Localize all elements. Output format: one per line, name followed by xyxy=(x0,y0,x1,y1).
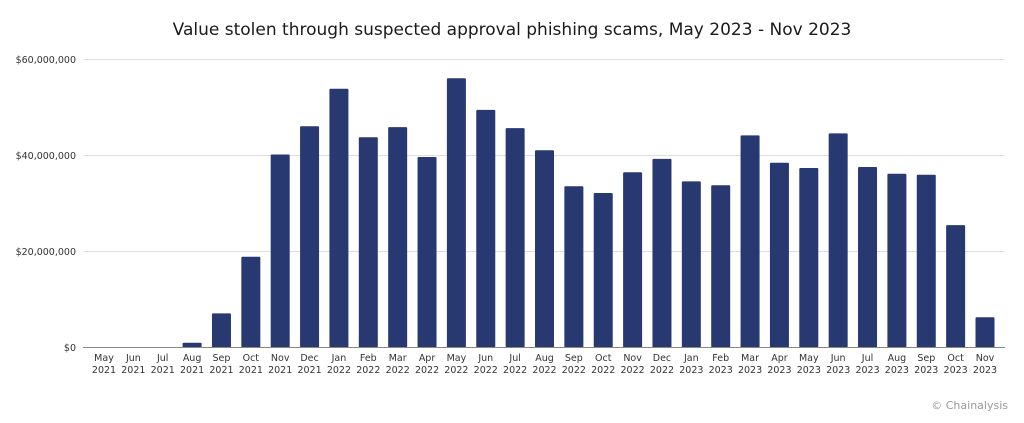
x-tick-label-year: 2023 xyxy=(914,365,938,376)
bar xyxy=(476,109,496,348)
x-tick-label-year: 2022 xyxy=(474,365,498,376)
x-tick-label-year: 2023 xyxy=(973,365,997,376)
bar xyxy=(211,313,231,348)
x-tick-label-year: 2023 xyxy=(826,365,850,376)
bar xyxy=(916,174,936,348)
bar xyxy=(564,186,584,348)
y-tick-label: $20,000,000 xyxy=(16,247,76,258)
x-tick-label-year: 2021 xyxy=(239,365,263,376)
y-tick-label: $60,000,000 xyxy=(16,55,76,66)
x-tick-label-year: 2022 xyxy=(444,365,468,376)
x-tick-label-month: Dec xyxy=(300,353,318,364)
bar xyxy=(711,185,731,348)
x-tick-label-year: 2022 xyxy=(386,365,410,376)
bar xyxy=(652,158,672,348)
x-tick-label-year: 2023 xyxy=(797,365,821,376)
bar xyxy=(358,137,378,348)
x-tick-label-month: Oct xyxy=(595,353,612,364)
bar xyxy=(975,317,995,348)
x-tick-label-month: May xyxy=(94,353,114,364)
x-tick-label-month: Aug xyxy=(888,353,907,364)
bar xyxy=(388,127,408,348)
x-tick-label-year: 2022 xyxy=(503,365,527,376)
x-tick-label-month: Jul xyxy=(861,353,873,364)
x-tick-label-year: 2023 xyxy=(738,365,762,376)
bar xyxy=(858,167,878,348)
x-tick-label-month: Sep xyxy=(213,353,231,364)
x-tick-label-year: 2022 xyxy=(356,365,380,376)
bar xyxy=(681,181,701,348)
x-tick-label-month: Sep xyxy=(565,353,583,364)
x-tick-label-month: Jan xyxy=(683,353,699,364)
x-tick-label-year: 2021 xyxy=(297,365,321,376)
x-tick-label-month: Mar xyxy=(741,353,759,364)
x-tick-label-year: 2023 xyxy=(944,365,968,376)
x-tick-label-month: Apr xyxy=(419,353,436,364)
x-tick-label-month: Apr xyxy=(771,353,788,364)
y-tick-label: $0 xyxy=(64,343,76,354)
x-tick-label-month: May xyxy=(799,353,819,364)
x-tick-label-year: 2022 xyxy=(327,365,351,376)
x-tick-label-month: Jun xyxy=(830,353,846,364)
x-tick-label-year: 2021 xyxy=(92,365,116,376)
bar xyxy=(769,162,789,348)
x-tick-label-year: 2021 xyxy=(209,365,233,376)
x-tick-label-month: Nov xyxy=(623,353,642,364)
bar xyxy=(270,154,290,348)
x-tick-label-month: Nov xyxy=(271,353,290,364)
bar xyxy=(799,167,819,348)
x-tick-label-year: 2023 xyxy=(767,365,791,376)
bar xyxy=(623,172,643,348)
chart-title: Value stolen through suspected approval … xyxy=(172,20,852,40)
bar xyxy=(300,126,320,348)
bar xyxy=(241,256,261,348)
x-tick-label-year: 2023 xyxy=(679,365,703,376)
x-tick-label-year: 2021 xyxy=(268,365,292,376)
x-tick-label-month: Feb xyxy=(360,353,377,364)
x-tick-label-month: Feb xyxy=(712,353,729,364)
bar xyxy=(505,128,525,348)
x-tick-label-year: 2022 xyxy=(415,365,439,376)
y-tick-label: $40,000,000 xyxy=(16,151,76,162)
x-tick-label-month: Jun xyxy=(125,353,141,364)
x-tick-label-month: Jun xyxy=(477,353,493,364)
x-tick-label-month: Sep xyxy=(917,353,935,364)
x-tick-label-year: 2022 xyxy=(650,365,674,376)
bar xyxy=(329,88,349,348)
x-tick-label-month: May xyxy=(447,353,467,364)
bar xyxy=(417,156,437,348)
x-tick-label-month: Jul xyxy=(156,353,168,364)
x-tick-label-year: 2021 xyxy=(121,365,145,376)
x-tick-label-year: 2022 xyxy=(562,365,586,376)
x-tick-label-year: 2022 xyxy=(532,365,556,376)
x-tick-label-month: Oct xyxy=(947,353,964,364)
x-tick-label-month: Mar xyxy=(389,353,407,364)
bar xyxy=(593,192,613,348)
x-tick-label-month: Oct xyxy=(243,353,260,364)
bar xyxy=(740,135,760,348)
bar xyxy=(446,78,466,348)
x-tick-label-month: Dec xyxy=(653,353,671,364)
x-tick-label-month: Jul xyxy=(508,353,520,364)
credit-label: © Chainalysis xyxy=(931,399,1008,412)
x-tick-label-year: 2023 xyxy=(885,365,909,376)
x-tick-label-year: 2021 xyxy=(151,365,175,376)
x-tick-label-year: 2023 xyxy=(855,365,879,376)
x-tick-label-month: Aug xyxy=(535,353,554,364)
x-tick-label-month: Nov xyxy=(976,353,995,364)
x-tick-label-month: Aug xyxy=(183,353,202,364)
x-tick-label-year: 2021 xyxy=(180,365,204,376)
x-tick-label-year: 2022 xyxy=(621,365,645,376)
bar xyxy=(946,225,966,348)
x-tick-label-year: 2023 xyxy=(709,365,733,376)
x-tick-label-year: 2022 xyxy=(591,365,615,376)
x-tick-label-month: Jan xyxy=(331,353,347,364)
bar xyxy=(182,342,202,348)
bar xyxy=(887,173,907,348)
bar xyxy=(535,150,554,348)
bar xyxy=(828,133,848,348)
